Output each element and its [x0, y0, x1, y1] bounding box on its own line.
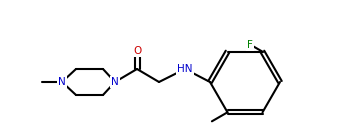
- Text: F: F: [247, 40, 253, 50]
- Text: N: N: [111, 77, 119, 87]
- Text: HN: HN: [177, 64, 193, 74]
- Text: F: F: [247, 40, 253, 50]
- Text: N: N: [58, 77, 66, 87]
- Text: O: O: [133, 46, 141, 56]
- Text: HN: HN: [177, 64, 193, 74]
- Text: O: O: [133, 46, 141, 56]
- Text: N: N: [58, 77, 66, 87]
- Text: N: N: [111, 77, 119, 87]
